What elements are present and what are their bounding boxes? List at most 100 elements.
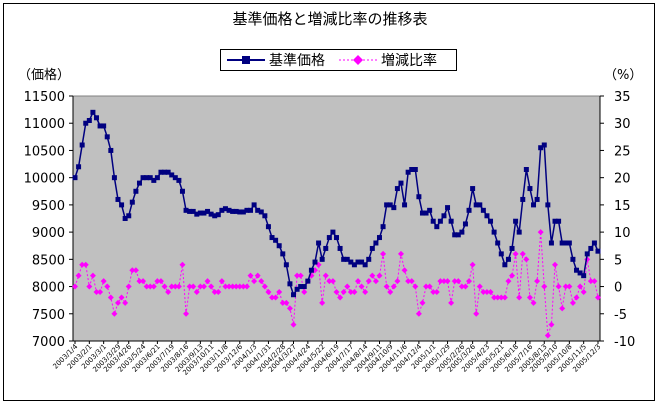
ratio-point bbox=[534, 278, 541, 285]
ratio-point bbox=[179, 261, 186, 268]
ratio-point bbox=[390, 283, 397, 290]
price-point bbox=[276, 243, 282, 249]
price-point bbox=[248, 207, 254, 213]
price-point bbox=[391, 205, 397, 211]
ratio-point bbox=[251, 278, 258, 285]
price-point bbox=[470, 186, 476, 192]
ratio-point bbox=[150, 283, 157, 290]
ratio-point bbox=[523, 256, 530, 263]
ratio-point bbox=[383, 283, 390, 290]
price-point bbox=[201, 210, 207, 216]
ratio-point bbox=[326, 278, 333, 285]
ratio-point bbox=[354, 278, 361, 285]
ratio-point bbox=[423, 283, 430, 290]
price-point bbox=[387, 202, 393, 208]
price-point bbox=[423, 210, 429, 216]
ratio-point bbox=[344, 283, 351, 290]
legend-ratio-swatch bbox=[339, 55, 377, 65]
y-left-tick-label: 7500 bbox=[32, 308, 65, 323]
price-point bbox=[509, 245, 515, 251]
ratio-point bbox=[595, 294, 601, 301]
ratio-point bbox=[254, 272, 261, 279]
ratio-point bbox=[222, 283, 229, 290]
price-point bbox=[441, 213, 447, 219]
ratio-point bbox=[519, 250, 526, 257]
price-point bbox=[595, 248, 601, 254]
price-point bbox=[545, 202, 551, 208]
price-point bbox=[265, 224, 271, 230]
price-point bbox=[484, 213, 490, 219]
ratio-point bbox=[580, 289, 587, 295]
price-point bbox=[491, 229, 497, 235]
ratio-point bbox=[566, 283, 573, 290]
ratio-point bbox=[82, 261, 89, 268]
price-point bbox=[344, 256, 350, 262]
ratio-point bbox=[72, 283, 78, 290]
ratio-point bbox=[433, 289, 440, 295]
ratio-point bbox=[258, 278, 265, 285]
price-point bbox=[566, 240, 572, 246]
ratio-point bbox=[494, 294, 501, 301]
price-point bbox=[326, 235, 332, 241]
ratio-point bbox=[233, 283, 240, 290]
ratio-point bbox=[491, 294, 498, 301]
price-point bbox=[172, 175, 178, 181]
y-right-tick-label: -5 bbox=[614, 308, 627, 323]
price-point bbox=[312, 259, 318, 265]
ratio-point bbox=[93, 289, 100, 295]
price-point bbox=[83, 120, 89, 126]
ratio-point bbox=[487, 289, 494, 295]
ratio-point bbox=[397, 250, 404, 257]
ratio-point bbox=[114, 299, 121, 306]
ratio-point bbox=[183, 310, 190, 317]
price-point bbox=[151, 177, 157, 183]
ratio-point bbox=[555, 283, 562, 290]
price-point bbox=[402, 202, 408, 208]
ratio-point bbox=[86, 283, 93, 290]
price-point bbox=[330, 229, 336, 235]
price-point bbox=[269, 235, 275, 241]
ratio-point bbox=[247, 272, 254, 279]
price-point bbox=[122, 216, 128, 221]
ratio-point bbox=[276, 289, 283, 295]
price-point bbox=[430, 218, 436, 224]
price-point bbox=[516, 229, 522, 235]
ratio-point bbox=[408, 278, 415, 285]
price-point bbox=[534, 196, 540, 202]
y-right-tick-label: 10 bbox=[614, 226, 631, 241]
price-point bbox=[559, 240, 565, 246]
y-right-tick-label: 30 bbox=[614, 117, 631, 132]
ratio-point bbox=[322, 272, 329, 279]
ratio-point bbox=[229, 283, 236, 290]
ratio-point bbox=[136, 278, 143, 285]
ratio-point bbox=[559, 305, 566, 312]
price-point bbox=[101, 123, 107, 129]
price-point bbox=[291, 292, 297, 298]
ratio-point bbox=[75, 272, 82, 279]
ratio-point bbox=[143, 283, 150, 290]
ratio-point bbox=[157, 278, 164, 285]
ratio-point bbox=[419, 299, 426, 306]
ratio-point bbox=[430, 289, 437, 295]
price-point bbox=[334, 235, 339, 241]
y-right-tick-label: 15 bbox=[614, 199, 631, 214]
price-point bbox=[237, 209, 243, 215]
price-point bbox=[384, 202, 390, 208]
price-point bbox=[427, 207, 433, 213]
ratio-point bbox=[218, 278, 225, 285]
ratio-point bbox=[186, 283, 193, 290]
price-point bbox=[523, 167, 529, 172]
price-point bbox=[154, 175, 160, 181]
ratio-point bbox=[530, 299, 537, 306]
price-point bbox=[158, 169, 164, 175]
ratio-point bbox=[358, 283, 365, 290]
ratio-point bbox=[269, 294, 276, 301]
ratio-point bbox=[297, 272, 304, 279]
ratio-point bbox=[147, 283, 154, 290]
ratio-point bbox=[369, 272, 376, 279]
price-point bbox=[445, 205, 451, 211]
price-point bbox=[115, 196, 121, 202]
legend-label-price: 基準価格 bbox=[269, 53, 325, 69]
ratio-point bbox=[587, 278, 594, 285]
price-point bbox=[273, 237, 279, 243]
